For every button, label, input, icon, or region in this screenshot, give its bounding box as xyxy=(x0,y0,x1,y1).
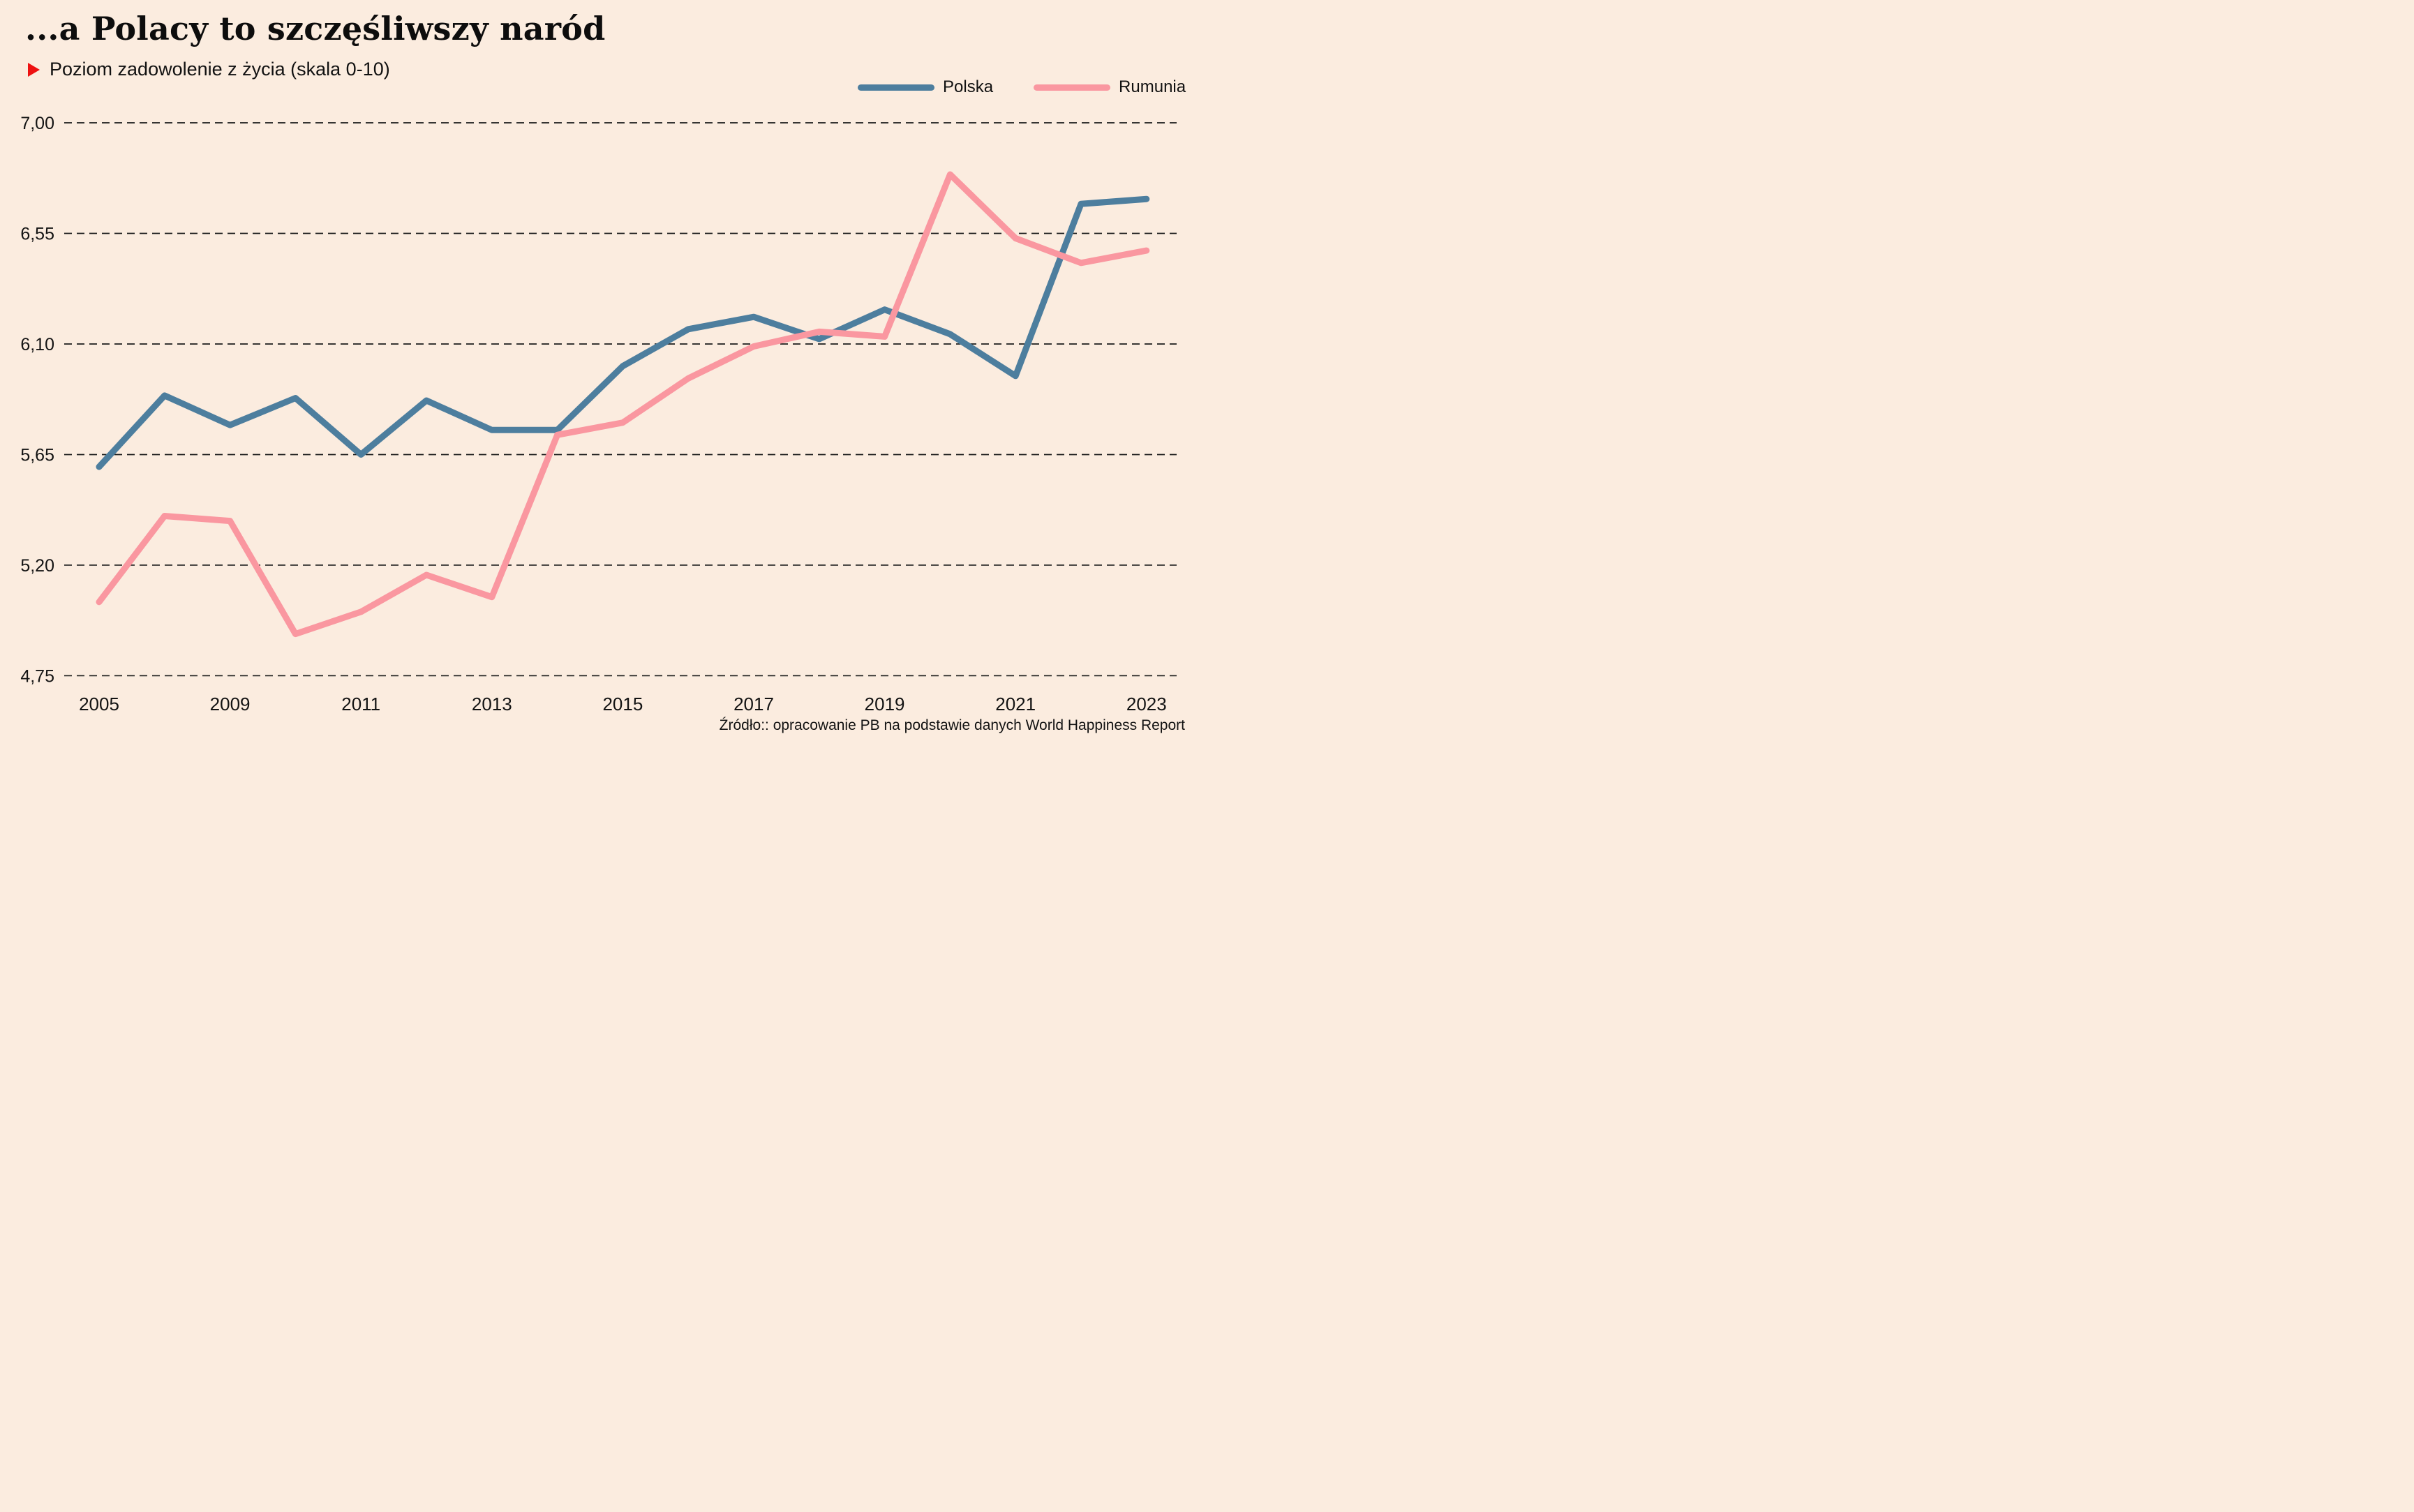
bullet-triangle-icon xyxy=(28,62,40,77)
x-tick-label: 2019 xyxy=(865,694,905,714)
series-line-polska xyxy=(96,195,1150,470)
chart-legend: Polska Rumunia xyxy=(858,77,1186,97)
chart-plot-area: 7,00 6,55 6,10 5,65 5,20 4,75 2005 2009 2011 2013… xyxy=(20,114,1177,714)
legend-swatch-polska xyxy=(858,84,934,91)
y-tick-label: 5,20 xyxy=(20,556,54,576)
page-title: ...a Polacy to szczęśliwszy naród xyxy=(25,10,606,47)
legend-item-polska: Polska xyxy=(858,77,993,97)
legend-label-rumunia: Rumunia xyxy=(1119,77,1186,96)
source-attribution: Źródło:: opracowanie PB na podstawie dan… xyxy=(719,717,1185,733)
chart-subtitle-row: Poziom zadowolenie z życia (skala 0-10) xyxy=(28,59,390,80)
y-tick-label: 6,55 xyxy=(20,224,54,244)
x-tick-label: 2005 xyxy=(79,694,119,714)
legend-swatch-rumunia xyxy=(1034,84,1111,91)
x-tick-label: 2021 xyxy=(995,694,1036,714)
y-tick-label: 7,00 xyxy=(20,114,54,133)
x-tick-label: 2013 xyxy=(472,694,512,714)
x-tick-label: 2011 xyxy=(341,694,380,714)
x-tick-label: 2009 xyxy=(210,694,251,714)
y-tick-label: 5,65 xyxy=(20,445,54,465)
series-line-rumunia xyxy=(96,171,1150,638)
x-tick-label: 2017 xyxy=(733,694,774,714)
x-tick-label: 2015 xyxy=(602,694,643,714)
chart-page: 7,00 6,55 6,10 5,65 5,20 4,75 2005 2009 2011 2013… xyxy=(0,0,1207,756)
y-tick-label: 4,75 xyxy=(20,666,54,686)
legend-item-rumunia: Rumunia xyxy=(1034,77,1186,97)
y-tick-label: 6,10 xyxy=(20,335,54,354)
chart-subtitle: Poziom zadowolenie z życia (skala 0-10) xyxy=(50,59,390,80)
legend-label-polska: Polska xyxy=(943,77,994,96)
x-tick-label: 2023 xyxy=(1126,694,1167,714)
